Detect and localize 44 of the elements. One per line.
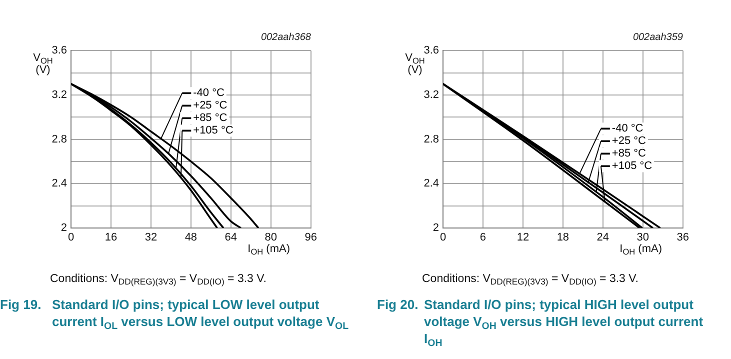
legend-label: -40 °C <box>193 87 224 100</box>
y-axis-title: V$_{OH}$ (V) <box>405 52 425 76</box>
y-tick-label: 2.4 <box>424 178 439 190</box>
legend-label: +85 °C <box>193 112 228 124</box>
y-tick-label: 2 <box>60 222 67 234</box>
y-tick-label: 3.6 <box>52 44 67 57</box>
x-tick-label: 0 <box>68 232 74 244</box>
text: Standard I/O pins; typical LOW level output current I$_{OL}$ versus LOW level output voltage V$_{OL}$ <box>52 296 350 332</box>
x-tick-label: 96 <box>304 232 318 244</box>
x-tick-label: 12 <box>516 232 530 244</box>
x-tick-label: 32 <box>144 232 158 244</box>
text: Conditions: V$_{DD(REG)(3V3)}$ = V$_{DD(IO)}$ = 3.3 V. <box>422 273 638 287</box>
text: Fig 20. <box>377 296 418 313</box>
x-axis-title: I$_{OH}$ (mA) <box>248 243 290 256</box>
x-tick-label: 30 <box>636 232 650 244</box>
y-tick-label: 3.2 <box>424 88 439 101</box>
y-axis-title: V$_{OH}$ (V) <box>33 52 53 76</box>
x-tick-label: 48 <box>184 232 198 244</box>
legend-label: +25 °C <box>612 135 646 148</box>
x-tick-label: 64 <box>224 232 238 244</box>
legend-label: +105 °C <box>193 124 234 137</box>
y-tick-label: 3.2 <box>52 88 67 101</box>
y-tick-label: 2.8 <box>424 133 439 146</box>
legend-label: -40 °C <box>612 122 644 135</box>
text: Conditions: V$_{DD(REG)(3V3)}$ = V$_{DD(IO)}$ = 3.3 V. <box>50 273 266 287</box>
legend-label: +85 °C <box>612 148 646 160</box>
x-tick-label: 36 <box>676 232 690 244</box>
text: Standard I/O pins; typical HIGH level output voltage V$_{OH}$ versus HIGH level output current I$_{OH}$ <box>424 297 704 349</box>
legend-label: +105 °C <box>612 160 652 172</box>
x-tick-label: 16 <box>104 232 118 244</box>
text: Fig 19. <box>0 296 42 313</box>
y-tick-label: 2 <box>432 222 439 234</box>
y-tick-label: 3.6 <box>424 44 439 57</box>
x-tick-label: 80 <box>264 232 278 244</box>
x-tick-label: 0 <box>440 232 446 244</box>
x-tick-label: 18 <box>556 232 570 244</box>
legend-label: +25 °C <box>193 100 228 112</box>
x-tick-label: 24 <box>596 232 610 244</box>
x-axis-title: I$_{OH}$ (mA) <box>620 243 662 256</box>
y-tick-label: 2.4 <box>52 178 67 190</box>
x-tick-label: 6 <box>480 232 486 244</box>
text: 002aah359 <box>632 32 683 43</box>
y-tick-label: 2.8 <box>52 133 67 146</box>
text: 002aah368 <box>260 32 311 43</box>
